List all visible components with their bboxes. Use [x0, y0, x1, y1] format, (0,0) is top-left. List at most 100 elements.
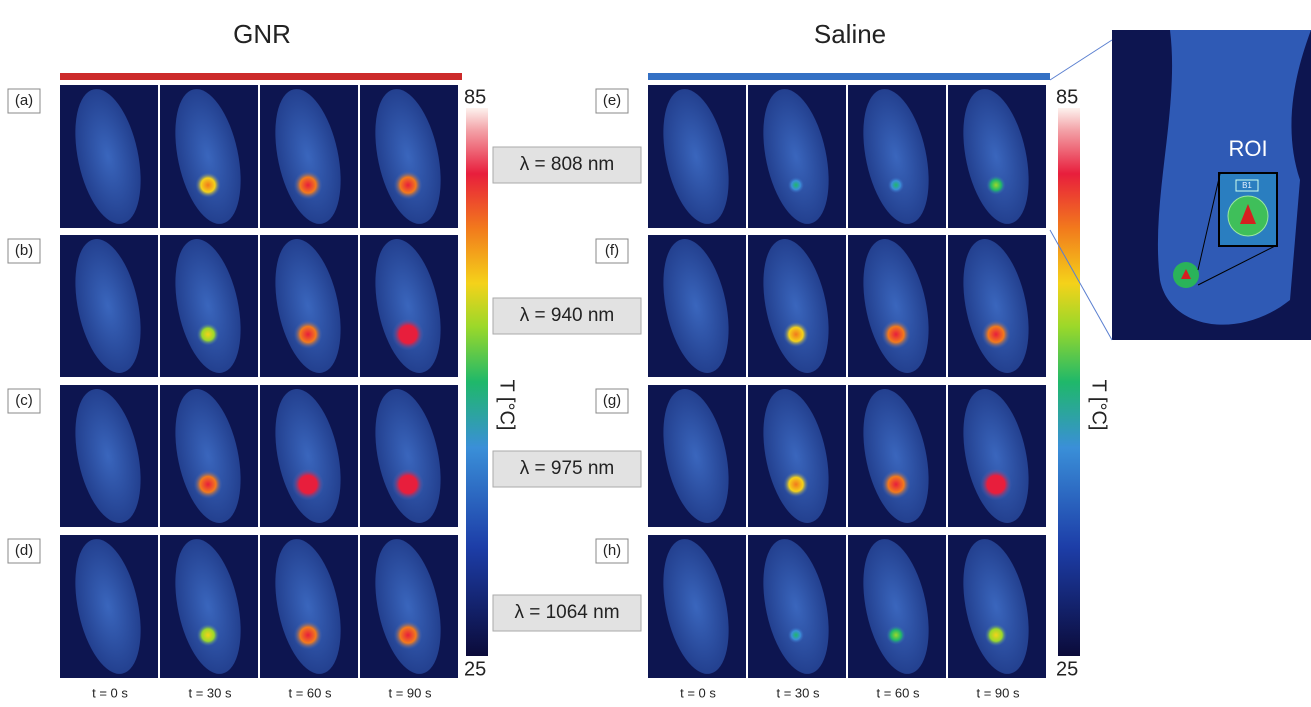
- inset-connector: [1049, 39, 1113, 81]
- hot-spot: [393, 620, 423, 650]
- colorbar-min: 25: [464, 658, 486, 680]
- hot-spot: [195, 172, 221, 198]
- mouse-body: [75, 89, 141, 224]
- mouse-body: [963, 539, 1029, 674]
- wavelength-label: λ = 940 nm: [520, 305, 615, 326]
- hot-spot: [783, 471, 809, 498]
- group-title: GNR: [233, 19, 291, 49]
- colorbar-max: 85: [1056, 86, 1078, 108]
- time-label: t = 90 s: [977, 685, 1020, 700]
- mouse-body: [763, 389, 829, 523]
- mouse-body: [175, 89, 241, 224]
- hot-spot: [788, 627, 804, 644]
- time-label: t = 0 s: [680, 685, 716, 700]
- roi-tag: [1235, 179, 1259, 192]
- inset-marker: [1181, 269, 1191, 279]
- mouse-body: [275, 239, 341, 373]
- panel-label-box: [7, 388, 41, 414]
- roi-tag-label: B1: [1242, 181, 1252, 190]
- panel-label: (a): [15, 92, 33, 109]
- mouse-body: [763, 89, 829, 224]
- roi-inset: B1 ROI: [1049, 30, 1311, 341]
- panel-label-box: [595, 388, 629, 414]
- colorbar: [1058, 108, 1080, 656]
- panel-label-box: [595, 88, 629, 114]
- colorbar-label: T [°C]: [1088, 380, 1110, 431]
- hot-spot: [392, 318, 424, 351]
- mouse-body: [763, 539, 829, 674]
- mouse-body: [375, 89, 441, 224]
- panel-label: (e): [603, 92, 621, 109]
- colorbar-label: T [°C]: [496, 380, 518, 431]
- inset-connector: [1049, 229, 1113, 341]
- roi-marker: [1240, 204, 1256, 224]
- mouse-body: [375, 539, 441, 674]
- wavelength-label: λ = 808 nm: [520, 154, 615, 175]
- saline-bar: [648, 73, 1050, 80]
- panel-label: (g): [603, 392, 621, 409]
- panel-label: (f): [605, 242, 619, 259]
- hot-spot: [193, 470, 223, 499]
- zoom-line: [1197, 173, 1221, 271]
- hot-spot: [788, 177, 804, 194]
- mouse-body: [663, 389, 729, 523]
- hot-spot: [980, 468, 1012, 501]
- hot-spot: [783, 321, 809, 348]
- wavelength-label: λ = 975 nm: [520, 458, 615, 479]
- colorbar-max: 85: [464, 86, 486, 108]
- mouse-body: [275, 89, 341, 224]
- panel-label-box: [595, 538, 629, 564]
- mouse-body: [75, 539, 141, 674]
- time-label: t = 90 s: [389, 685, 432, 700]
- hot-spot: [196, 323, 220, 346]
- mouse-body: [275, 539, 341, 674]
- hot-spot: [293, 620, 323, 650]
- time-label: t = 60 s: [289, 685, 332, 700]
- roi-label: ROI: [1228, 136, 1267, 161]
- panel-label-box: [7, 538, 41, 564]
- time-label: t = 30 s: [189, 685, 232, 700]
- mouse-body: [375, 239, 441, 373]
- mouse-body: [863, 389, 929, 523]
- wavelength-box: [492, 450, 642, 488]
- panel-label-box: [7, 238, 41, 264]
- hot-spot: [392, 468, 424, 501]
- wavelength-label: λ = 1064 nm: [514, 602, 619, 623]
- hot-spot: [293, 170, 323, 200]
- group-title: Saline: [814, 19, 886, 49]
- mouse-body: [663, 239, 729, 373]
- time-label: t = 30 s: [777, 685, 820, 700]
- hot-spot: [196, 623, 220, 647]
- hot-spot: [881, 320, 911, 349]
- gnr-bar: [60, 73, 462, 80]
- mouse-body: [963, 389, 1029, 523]
- mouse-body: [763, 239, 829, 373]
- mouse-body: [175, 239, 241, 373]
- hot-spot: [984, 623, 1008, 647]
- mouse-body: [375, 389, 441, 523]
- mouse-body: [175, 539, 241, 674]
- panel-label: (b): [15, 242, 33, 259]
- hot-spot: [881, 470, 911, 499]
- mouse-body: [175, 389, 241, 523]
- mouse-body: [963, 239, 1029, 373]
- mouse-body: [863, 239, 929, 373]
- panel-label-box: [595, 238, 629, 264]
- panel-label: (d): [15, 542, 33, 559]
- colorbar: [466, 108, 488, 656]
- mouse-body: [663, 539, 729, 674]
- hot-spot: [986, 175, 1006, 195]
- mouse-body: [663, 89, 729, 224]
- mouse-body: [963, 89, 1029, 224]
- zoom-line: [1197, 244, 1278, 286]
- mouse-body: [863, 89, 929, 224]
- time-label: t = 0 s: [92, 685, 128, 700]
- hot-spot: [393, 170, 423, 200]
- mouse-body: [275, 389, 341, 523]
- mouse-body: [863, 539, 929, 674]
- time-label: t = 60 s: [877, 685, 920, 700]
- mouse-body: [75, 239, 141, 373]
- hot-spot: [292, 468, 324, 501]
- panel-label: (c): [15, 392, 33, 409]
